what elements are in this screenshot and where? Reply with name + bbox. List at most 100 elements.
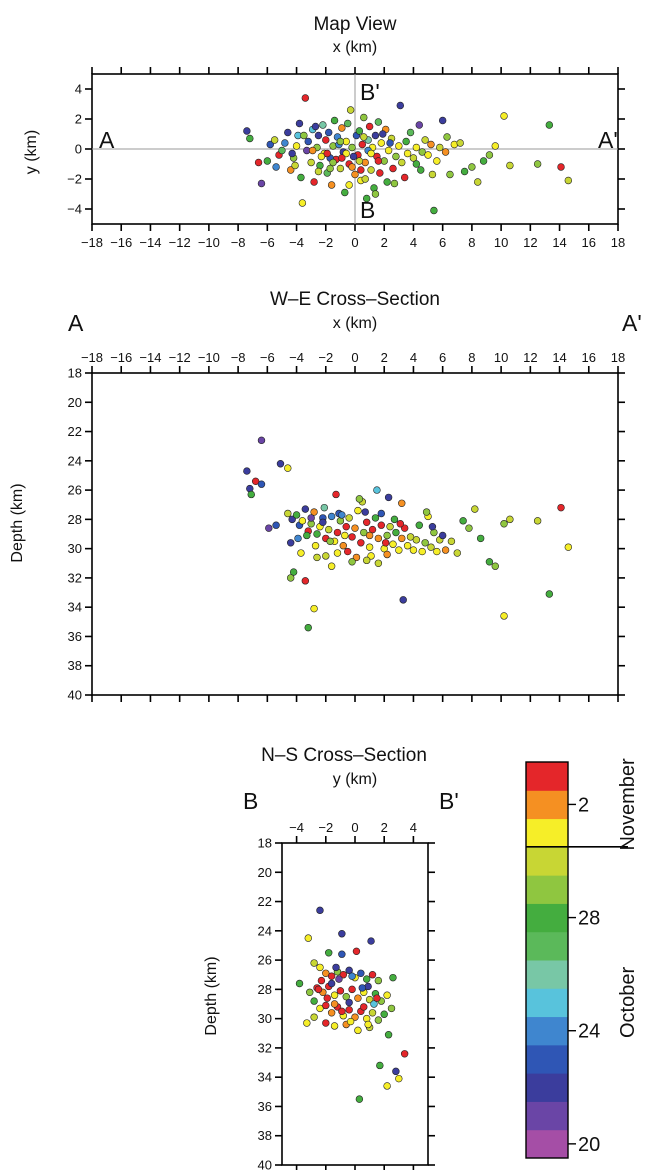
map-event-point	[348, 143, 356, 152]
map-event-point	[278, 146, 286, 155]
ns-label-b-prime: B'	[439, 788, 459, 814]
ns-frame	[281, 842, 429, 1166]
we-x-tick-label: 14	[552, 350, 566, 365]
we-event-point	[438, 531, 447, 540]
colorbar-swatch	[526, 818, 568, 848]
we-plot-area: −18 −16 −14 −12 −10 −8 −6 −4 −2 0 2 4 6 8 10 12 14 16 1818…	[68, 350, 626, 703]
ns-event-point	[354, 994, 362, 1002]
map-view-x-label: x (km)	[333, 39, 377, 56]
we-x-tick-label: 12	[523, 350, 537, 365]
ns-event-point	[389, 973, 397, 982]
map-x-tick-label: 18	[611, 235, 625, 250]
map-event-point	[389, 164, 397, 173]
map-event-point	[362, 194, 371, 203]
map-event-point	[341, 188, 349, 197]
we-event-point	[322, 552, 330, 560]
map-event-point	[403, 149, 412, 158]
we-event-point	[371, 514, 380, 522]
we-event-point	[373, 486, 381, 494]
map-event-point	[371, 131, 380, 140]
map-event-point	[395, 142, 403, 150]
ns-event-point	[365, 995, 374, 1004]
map-x-tick-label: −18	[81, 235, 103, 250]
ns-event-point	[295, 979, 304, 988]
ns-event-point	[368, 971, 377, 979]
we-event-point	[433, 547, 441, 556]
month-label: November	[617, 758, 639, 851]
we-event-point	[485, 558, 494, 566]
we-event-point	[500, 520, 508, 528]
we-event-point	[348, 558, 356, 566]
we-event-point	[348, 533, 356, 541]
colorbar-swatch	[526, 762, 568, 791]
we-event-point	[251, 477, 260, 486]
map-event-point	[500, 112, 508, 120]
we-event-point	[428, 522, 437, 531]
we-event-point	[465, 524, 473, 532]
we-event-point	[362, 556, 371, 565]
ns-cross-section-panel: N–S Cross–Section y (km) B B' Depth (km)…	[203, 745, 459, 1170]
map-event-point	[390, 179, 399, 188]
ns-event-point	[362, 975, 371, 983]
we-event-point	[418, 547, 426, 556]
we-y-tick-label: 20	[68, 395, 82, 410]
ns-x-tick-label: −2	[318, 820, 333, 835]
map-event-point	[301, 94, 310, 102]
map-event-point	[491, 142, 499, 150]
colorbar-swatch	[526, 903, 568, 933]
we-event-point	[247, 490, 255, 499]
map-x-tick-label: 2	[381, 235, 388, 250]
ns-event-point	[316, 963, 324, 972]
map-event-point	[545, 121, 554, 129]
we-event-point	[365, 543, 374, 551]
we-x-tick-label: −18	[81, 350, 103, 365]
we-event-point	[326, 537, 334, 546]
ns-event-point	[322, 1001, 330, 1010]
we-event-point	[325, 525, 333, 534]
map-label-b: B	[360, 197, 375, 223]
we-y-tick-label: 34	[68, 600, 82, 615]
map-event-point	[396, 101, 404, 110]
map-event-point	[415, 121, 423, 129]
map-label-a: A	[99, 127, 115, 153]
map-event-point	[297, 173, 305, 182]
map-y-tick-label: −4	[67, 202, 82, 217]
map-event-point	[374, 118, 383, 126]
map-y-tick-label: 4	[75, 82, 82, 97]
map-event-point	[383, 178, 391, 186]
we-y-tick-label: 36	[68, 629, 82, 644]
we-event-point	[342, 522, 350, 531]
map-event-point	[564, 176, 573, 185]
map-event-point	[398, 158, 406, 167]
colorbar-swatch	[526, 1073, 568, 1102]
we-event-point	[333, 528, 342, 537]
we-x-tick-label: 10	[494, 350, 508, 365]
we-event-point	[272, 521, 280, 529]
ns-event-point	[383, 1082, 391, 1090]
map-event-point	[288, 149, 296, 158]
ns-event-point	[348, 985, 356, 994]
map-x-tick-label: 0	[351, 235, 358, 250]
we-x-tick-label: 4	[410, 350, 417, 365]
ns-event-point	[323, 994, 331, 1002]
we-event-point	[365, 531, 374, 540]
map-x-tick-label: 6	[439, 235, 446, 250]
map-event-point	[338, 124, 346, 132]
map-label-a-prime: A'	[598, 127, 618, 153]
we-y-tick-label: 18	[68, 366, 82, 381]
map-event-point	[421, 136, 429, 144]
we-event-point	[298, 517, 307, 525]
we-event-point	[383, 550, 391, 559]
ns-event-point	[306, 988, 314, 996]
we-event-point	[399, 596, 407, 604]
colorbar-swatch	[526, 960, 568, 989]
colorbar-swatch	[526, 1101, 568, 1131]
map-event-point	[367, 166, 375, 174]
map-event-point	[327, 181, 336, 189]
we-event-point	[398, 534, 406, 543]
map-event-point	[317, 152, 326, 161]
we-event-point	[327, 512, 336, 521]
map-event-point	[346, 106, 355, 114]
map-event-point	[474, 178, 482, 186]
we-event-point	[459, 517, 467, 525]
